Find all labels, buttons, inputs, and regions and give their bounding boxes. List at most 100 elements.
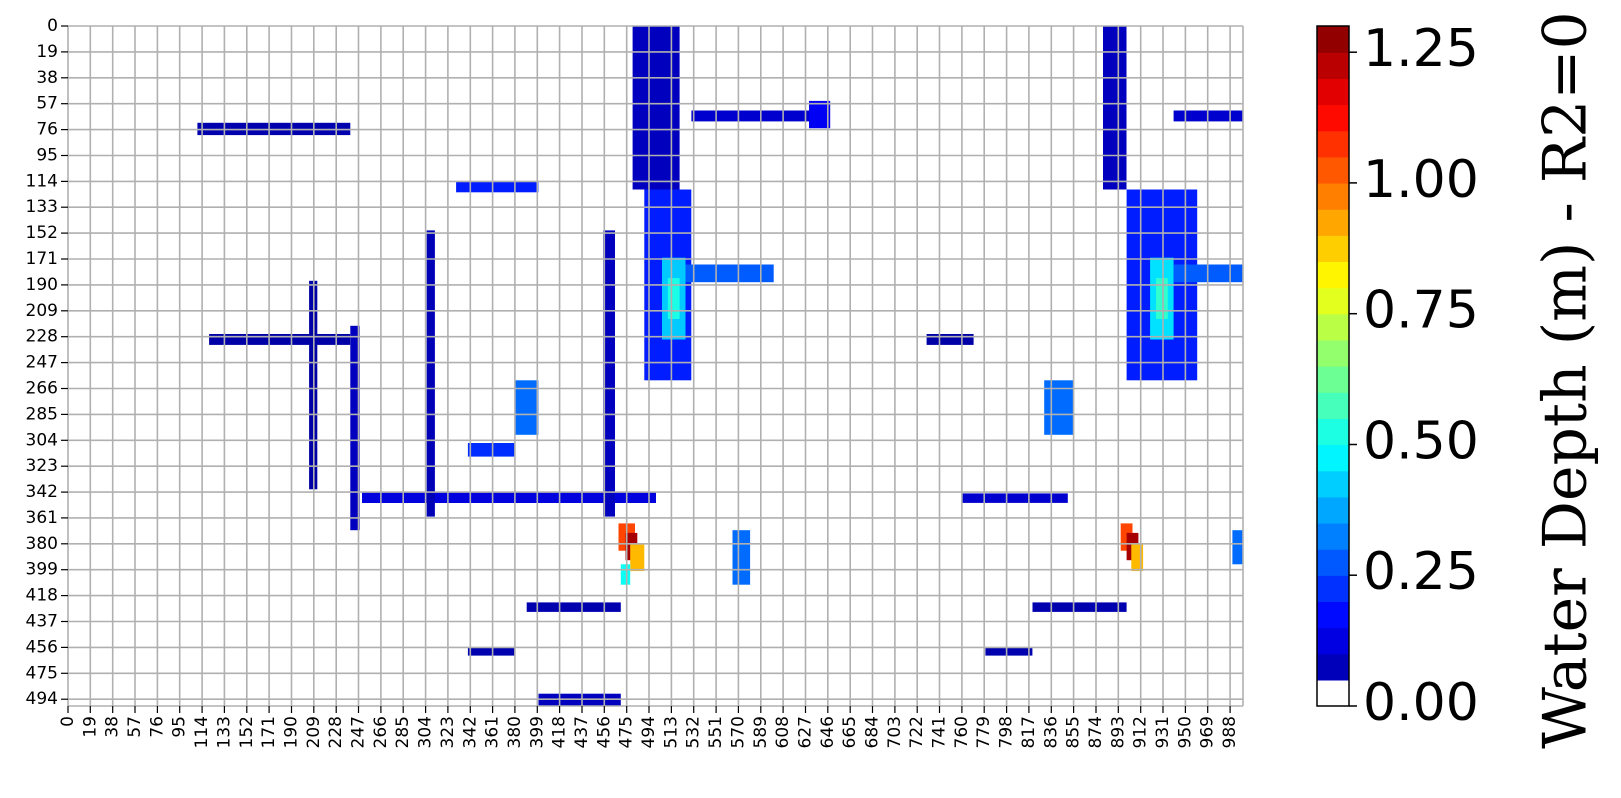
y-tick-label: 247 (26, 353, 58, 373)
depth-cell (468, 647, 515, 655)
x-tick-label: 342 (460, 716, 480, 748)
colorbar: 0.000.250.500.751.001.25 (1317, 19, 1479, 733)
depth-cell (1285, 94, 1303, 128)
y-axis: 0 19 38 57 76 95 114 133 152 171 190 209 228 247 266 28… (26, 16, 68, 709)
depth-cell (621, 564, 630, 584)
x-tick-label: 209 (304, 716, 324, 748)
x-tick-label: 513 (661, 716, 681, 748)
x-tick-label: 798 (997, 716, 1017, 748)
colorbar-tick-label: 0.50 (1363, 412, 1479, 472)
y-tick-label: 494 (26, 689, 58, 709)
depth-cell (691, 111, 820, 122)
colorbar-segment (1317, 366, 1349, 393)
y-tick-label: 418 (26, 586, 58, 606)
colorbar-segment (1317, 288, 1349, 315)
x-tick-label: 380 (505, 716, 525, 748)
colorbar-tick-label: 1.00 (1363, 150, 1479, 210)
x-tick-label: 152 (237, 716, 257, 748)
colorbar-segment (1317, 105, 1349, 132)
y-tick-label: 19 (36, 42, 58, 62)
y-tick-label: 228 (26, 327, 58, 347)
depth-cell (733, 530, 751, 585)
colorbar-segment (1317, 235, 1349, 262)
depth-cell (1174, 111, 1292, 122)
colorbar-segment (1317, 497, 1349, 524)
colorbar-segment (1317, 628, 1349, 655)
colorbar-tick-label: 0.00 (1363, 673, 1479, 733)
y-tick-label: 323 (26, 456, 58, 476)
depth-cell (985, 647, 1032, 655)
colorbar-segment (1317, 183, 1349, 210)
x-tick-label: 741 (930, 716, 950, 748)
x-tick-label: 950 (1175, 716, 1195, 748)
x-tick-label: 133 (214, 716, 234, 748)
y-tick-label: 475 (26, 663, 58, 683)
y-tick-label: 152 (26, 223, 58, 243)
x-tick-label: 95 (170, 716, 190, 738)
x-tick-label: 399 (527, 716, 547, 748)
x-tick-label: 988 (1220, 716, 1240, 748)
y-tick-label: 0 (47, 16, 58, 36)
x-tick-label: 532 (684, 716, 704, 748)
x-tick-label: 361 (483, 716, 503, 748)
depth-cell (630, 544, 644, 571)
x-tick-label: 228 (326, 716, 346, 748)
colorbar-segment (1317, 314, 1349, 341)
x-tick-label: 437 (572, 716, 592, 748)
x-tick-label: 285 (393, 716, 413, 748)
colorbar-tick-label: 1.25 (1363, 19, 1479, 79)
colorbar-segment (1317, 549, 1349, 576)
x-tick-label: 570 (728, 716, 748, 748)
y-tick-label: 190 (26, 275, 58, 295)
x-tick-label: 57 (125, 716, 145, 738)
colorbar-segment (1317, 418, 1349, 445)
y-tick-label: 285 (26, 404, 58, 424)
colorbar-label: Water Depth (m) - R2=0 (1531, 11, 1601, 748)
y-tick-label: 133 (26, 197, 58, 217)
y-tick-label: 380 (26, 534, 58, 554)
x-tick-label: 418 (550, 716, 570, 748)
x-tick-label: 684 (863, 716, 883, 748)
x-tick-label: 475 (617, 716, 637, 748)
colorbar-segment (1317, 680, 1349, 707)
depth-cell (209, 334, 350, 345)
x-tick-label: 551 (706, 716, 726, 748)
x-tick-label: 969 (1198, 716, 1218, 748)
x-tick-label: 665 (840, 716, 860, 748)
y-tick-label: 456 (26, 637, 58, 657)
x-tick-label: 760 (952, 716, 972, 748)
x-tick-label: 608 (773, 716, 793, 748)
x-tick-label: 646 (818, 716, 838, 748)
colorbar-segment (1317, 654, 1349, 681)
x-tick-label: 779 (974, 716, 994, 748)
y-tick-label: 114 (26, 171, 58, 191)
x-tick-label: 589 (751, 716, 771, 748)
depth-cell (427, 230, 435, 516)
x-tick-label: 247 (349, 716, 369, 748)
y-tick-label: 361 (26, 508, 58, 528)
x-tick-label: 912 (1131, 716, 1151, 748)
colorbar-segment (1317, 392, 1349, 419)
y-tick-label: 304 (26, 430, 58, 450)
colorbar-segment (1317, 52, 1349, 79)
x-tick-label: 893 (1108, 716, 1128, 748)
y-tick-label: 95 (36, 146, 58, 166)
depth-cell (927, 334, 974, 345)
x-tick-label: 76 (147, 716, 167, 738)
y-tick-label: 209 (26, 301, 58, 321)
colorbar-segment (1317, 471, 1349, 498)
x-tick-label: 304 (416, 716, 436, 748)
x-axis: 0 19 38 57 76 95 114 133 152 171 190 209 228 247 266 28… (58, 706, 1240, 748)
x-tick-label: 627 (796, 716, 816, 748)
depth-cell (1174, 265, 1268, 283)
x-tick-label: 171 (259, 716, 279, 748)
y-tick-label: 76 (36, 120, 58, 140)
x-tick-label: 266 (371, 716, 391, 748)
x-tick-label: 38 (103, 716, 123, 738)
colorbar-segment (1317, 340, 1349, 367)
x-tick-label: 855 (1064, 716, 1084, 748)
x-tick-label: 323 (438, 716, 458, 748)
x-tick-label: 19 (80, 716, 100, 738)
